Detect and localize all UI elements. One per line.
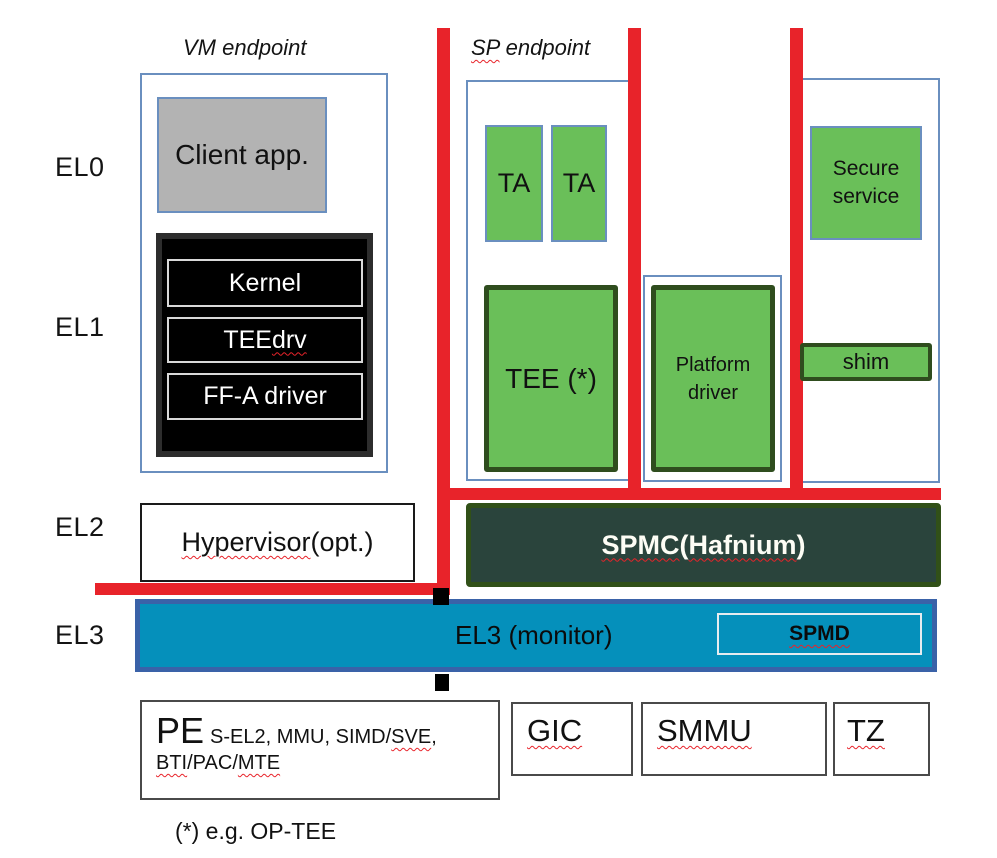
el3-label: EL3	[55, 620, 105, 650]
shim-box: shim	[800, 343, 932, 381]
client-app-box: Client app.	[157, 97, 327, 213]
spmc-box: SPMC (Hafnium)	[466, 503, 941, 587]
sp-endpoint-title: SP endpoint	[471, 35, 591, 60]
trusted-app-box-1: TA	[485, 125, 543, 242]
pe-features-line-2: BTI/PAC/MTE	[156, 752, 281, 774]
el2-label: EL2	[55, 512, 105, 542]
el1-label: EL1	[55, 312, 105, 342]
secure-horizontal-boundary-line	[437, 488, 941, 500]
platform-driver-box: Platform driver	[651, 285, 775, 472]
tee-driver-box: TEE drv	[167, 317, 363, 363]
kernel-box: Kernel	[167, 259, 363, 307]
footnote: (*) e.g. OP-TEE	[175, 818, 337, 844]
secure-world-divider-line-3	[790, 28, 803, 490]
tz-box: TZ	[833, 702, 930, 776]
hypervisor-box: Hypervisor (opt.)	[140, 503, 415, 582]
ffa-driver-box: FF-A driver	[167, 373, 363, 420]
tee-box: TEE (*)	[484, 285, 618, 472]
secure-world-divider-line-2	[628, 28, 641, 490]
secure-world-divider-line-1	[437, 28, 450, 595]
trusted-app-box-2: TA	[551, 125, 607, 242]
spmd-box: SPMD	[717, 613, 922, 655]
normal-world-horizontal-boundary-line	[95, 583, 450, 595]
pe-label: PE	[156, 710, 205, 751]
connector-square-bottom	[435, 674, 449, 691]
pe-features-line-1: PE S-EL2, MMU, SIMD/SVE,	[156, 710, 437, 751]
pe-box: PE S-EL2, MMU, SIMD/SVE, BTI/PAC/MTE	[140, 700, 500, 800]
smmu-box: SMMU	[641, 702, 827, 776]
secure-service-box: Secure service	[810, 126, 922, 240]
el3-monitor-label: EL3 (monitor)	[455, 620, 613, 650]
connector-square-top	[433, 588, 449, 605]
vm-endpoint-title: VM endpoint	[183, 35, 307, 60]
gic-box: GIC	[511, 702, 633, 776]
el0-label: EL0	[55, 152, 105, 182]
